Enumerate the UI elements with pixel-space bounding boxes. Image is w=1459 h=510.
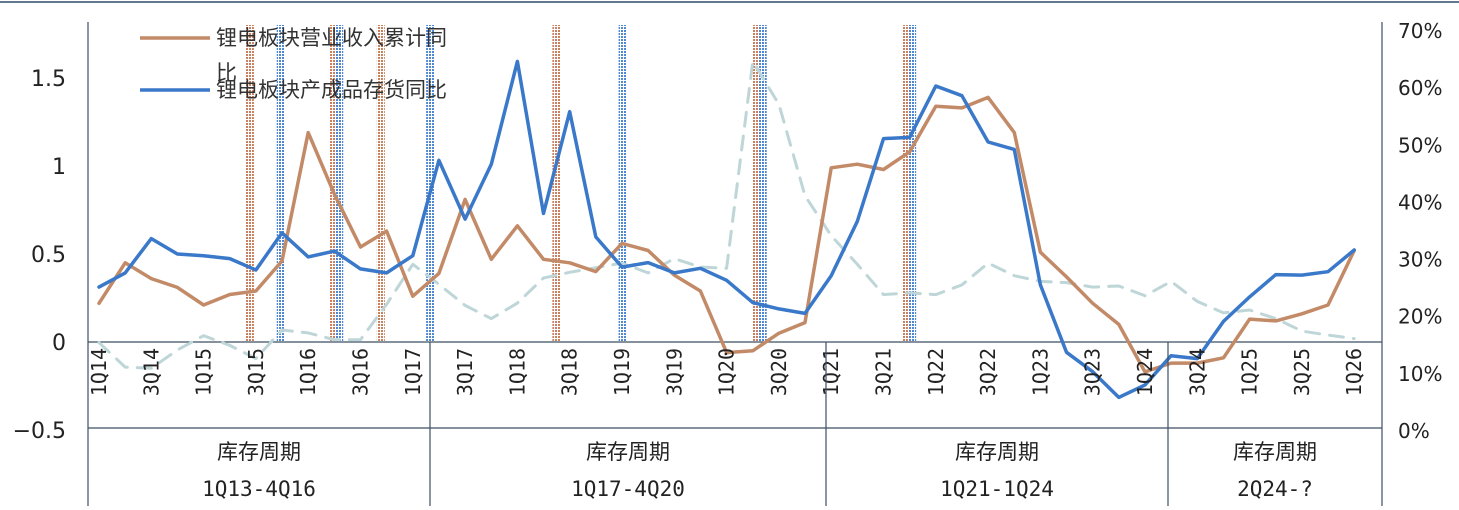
x-tick-label: 1Q24 xyxy=(1133,348,1157,396)
x-tick-label: 1Q18 xyxy=(505,348,529,396)
period-label: 库存周期 xyxy=(955,440,1039,464)
x-tick-labels: 1Q14 3Q14 1Q15 3Q15 1Q16 3Q16 1Q17 3Q17 1Q18 3Q18… xyxy=(87,348,1366,396)
period-markers xyxy=(245,25,917,342)
left-y-tick-label: 1 xyxy=(52,155,66,180)
series xyxy=(97,59,1356,400)
period-marker-inventory-1 xyxy=(276,25,285,342)
x-tick-label: 3Q17 xyxy=(453,348,477,396)
legend-label-revenue-wrap: 比 xyxy=(216,61,237,85)
right-y-tick-label: 60% xyxy=(1398,76,1442,100)
x-tick-label: 1Q25 xyxy=(1238,348,1262,396)
right-y-tick-labels: 70% 60% 50% 40% 30% 20% 10% 0% xyxy=(1398,19,1442,443)
period-label: 库存周期 xyxy=(586,440,670,464)
period-range: 1Q17-4Q20 xyxy=(571,477,685,501)
series-line-2 xyxy=(97,59,1356,370)
x-tick-label: 1Q17 xyxy=(401,348,425,396)
x-tick-label: 1Q26 xyxy=(1342,348,1366,396)
x-tick-label: 3Q24 xyxy=(1185,348,1209,396)
period-marker-revenue-4 xyxy=(376,25,385,342)
x-tick-label: 3Q23 xyxy=(1081,348,1105,396)
x-tick-label: 3Q21 xyxy=(872,348,896,396)
period-range: 2Q24-? xyxy=(1237,477,1313,501)
period-marker-revenue-2 xyxy=(329,25,338,342)
period-table: 库存周期 1Q13-4Q16 库存周期 1Q17-4Q20 库存周期 1Q21-1Q24 库… xyxy=(202,342,1317,506)
period-marker-inventory-5 xyxy=(426,25,435,342)
x-tick-label: 1Q21 xyxy=(819,348,843,396)
left-y-tick-label: 1.5 xyxy=(31,67,66,92)
x-tick-label: 3Q16 xyxy=(349,348,373,396)
period-label: 库存周期 xyxy=(217,440,301,464)
x-tick-label: 1Q15 xyxy=(192,348,216,396)
right-y-tick-label: 20% xyxy=(1398,305,1442,329)
period-marker-inventory-9 xyxy=(758,25,767,342)
period-marker-revenue-0 xyxy=(245,25,254,342)
x-tick-label: 3Q15 xyxy=(244,348,268,396)
series-line-0 xyxy=(97,95,1356,374)
left-y-tick-labels: 1.5 1 0.5 0 −0.5 xyxy=(13,67,66,444)
period-marker-revenue-10 xyxy=(901,25,910,342)
right-y-tick-label: 0% xyxy=(1398,419,1430,443)
right-y-tick-label: 30% xyxy=(1398,248,1442,272)
x-tick-label: 1Q23 xyxy=(1028,348,1052,396)
left-y-tick-label: 0 xyxy=(52,331,66,356)
period-marker-inventory-3 xyxy=(335,25,344,342)
x-tick-label: 1Q16 xyxy=(296,348,320,396)
x-tick-label: 3Q25 xyxy=(1290,348,1314,396)
x-tick-label: 1Q22 xyxy=(924,348,948,396)
x-tick-label: 1Q19 xyxy=(610,348,634,396)
period-range: 1Q13-4Q16 xyxy=(202,477,316,501)
axes xyxy=(87,22,1383,506)
period-range: 1Q21-1Q24 xyxy=(940,477,1054,501)
period-label: 库存周期 xyxy=(1233,440,1317,464)
x-tick-label: 1Q14 xyxy=(87,348,111,396)
period-marker-inventory-7 xyxy=(618,25,627,342)
x-tick-label: 3Q20 xyxy=(767,348,791,396)
right-y-tick-label: 50% xyxy=(1398,133,1442,157)
x-tick-label: 1Q20 xyxy=(715,348,739,396)
legend-label-inventory: 锂电板块产成品存货同比 xyxy=(216,78,447,102)
right-y-tick-label: 40% xyxy=(1398,190,1442,214)
x-tick-label: 3Q14 xyxy=(139,348,163,396)
left-y-tick-label: −0.5 xyxy=(13,419,66,444)
left-y-tick-label: 0.5 xyxy=(31,243,66,268)
right-y-tick-label: 10% xyxy=(1398,362,1442,386)
period-marker-revenue-6 xyxy=(552,25,561,342)
series-line-1 xyxy=(97,59,1356,400)
period-marker-revenue-8 xyxy=(752,25,761,342)
x-tick-label: 3Q19 xyxy=(662,348,686,396)
legend-label-revenue: 锂电板块营业收入累计同 xyxy=(216,26,447,50)
x-tick-label: 3Q18 xyxy=(558,348,582,396)
period-marker-inventory-11 xyxy=(908,25,917,342)
right-y-tick-label: 70% xyxy=(1398,19,1442,43)
legend: 锂电板块营业收入累计同 比 锂电板块产成品存货同比 xyxy=(140,26,447,102)
x-tick-label: 3Q22 xyxy=(976,348,1000,396)
